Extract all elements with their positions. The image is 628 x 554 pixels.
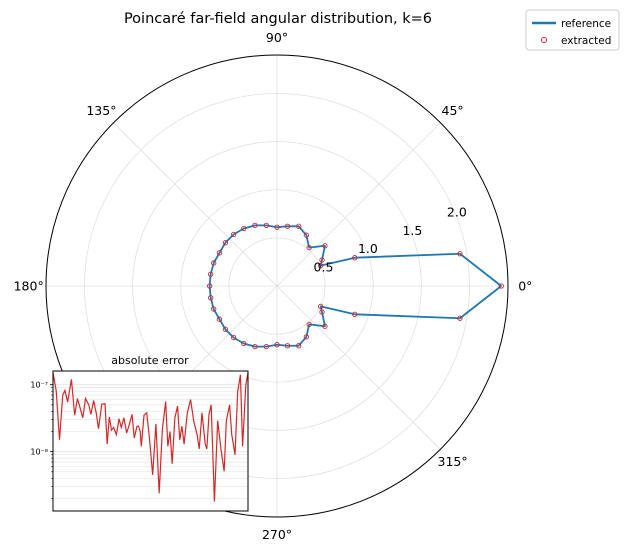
theta-tick-label: 180° — [14, 279, 44, 294]
series-extracted-point — [284, 343, 291, 349]
r-tick-label: 0.5 — [314, 260, 334, 275]
series-extracted-point — [303, 334, 310, 340]
inset-y-ticks: 10⁻⁷ 10⁻⁸ — [30, 381, 53, 499]
inset-title: absolute error — [111, 354, 189, 367]
theta-tick-label: 45° — [442, 103, 464, 118]
series-extracted-point — [263, 222, 269, 228]
series-extracted-point — [457, 315, 463, 321]
series-extracted-point — [319, 309, 325, 315]
series-extracted-point — [322, 323, 328, 329]
series-extracted-point — [206, 283, 213, 289]
inset-background — [53, 371, 248, 511]
inset-y-tick-label: 10⁻⁸ — [30, 448, 48, 457]
series-extracted-point — [303, 232, 310, 238]
series-extracted-point — [498, 283, 504, 289]
polar-series — [206, 222, 504, 350]
series-extracted-point — [319, 257, 325, 263]
series-extracted-point — [222, 240, 229, 246]
series-extracted-point — [263, 344, 269, 350]
series-extracted-point — [231, 334, 237, 341]
series-extracted-point — [296, 343, 302, 349]
series-extracted-point — [317, 263, 324, 269]
series-extracted-point — [306, 321, 312, 327]
series-extracted-point — [352, 311, 358, 317]
series-extracted-point — [241, 340, 247, 347]
series-extracted-point — [222, 326, 229, 332]
legend: reference extracted — [525, 9, 620, 51]
series-extracted-point — [352, 255, 358, 261]
series-extracted-point — [296, 223, 302, 229]
theta-tick-label: 315° — [438, 454, 468, 469]
polar-ring — [84, 93, 470, 479]
series-extracted-point — [322, 243, 328, 249]
legend-reference-label: reference — [561, 18, 611, 30]
polar-r-labels: 0.5 1.0 1.5 2.0 — [314, 204, 467, 274]
series-extracted-point — [306, 245, 312, 251]
theta-tick-label: 0° — [518, 279, 532, 294]
series-extracted-point — [284, 223, 291, 229]
series-extracted-point — [317, 303, 324, 309]
theta-tick-label: 135° — [86, 103, 116, 118]
series-extracted-point — [252, 343, 258, 350]
legend-extracted-label: extracted — [561, 35, 611, 47]
series-extracted-point — [211, 260, 217, 266]
inset-error-line — [52, 372, 249, 502]
r-tick-label: 1.0 — [358, 241, 378, 256]
inset-frame — [52, 370, 249, 512]
series-extracted-point — [207, 295, 214, 301]
series-extracted-point — [274, 224, 280, 230]
polar-ring — [228, 237, 326, 335]
inset-error-plot: absolute error 10⁻⁷ 10⁻⁸ — [30, 354, 249, 512]
polar-frame — [45, 54, 509, 518]
r-tick-label: 2.0 — [447, 204, 467, 219]
chart-title: Poincaré far-field angular distribution,… — [124, 11, 432, 27]
series-extracted-point — [211, 306, 217, 312]
polar-ring — [132, 141, 422, 431]
series-extracted-point — [207, 271, 214, 277]
r-tick-label: 1.5 — [402, 223, 422, 238]
inset-y-tick-label: 10⁻⁷ — [30, 381, 48, 390]
theta-tick-label: 270° — [262, 527, 292, 542]
series-reference-line — [208, 224, 502, 348]
series-extracted-point — [274, 342, 280, 348]
series-extracted-point — [457, 251, 463, 257]
series-extracted-point — [216, 250, 223, 256]
theta-tick-label: 90° — [266, 30, 288, 45]
series-extracted-point — [216, 316, 223, 322]
legend-extracted-swatch — [541, 37, 547, 43]
series-extracted-point — [241, 225, 247, 232]
series-extracted-point — [252, 222, 258, 229]
polar-ring — [180, 189, 374, 383]
legend-frame — [525, 9, 620, 51]
series-extracted-point — [231, 231, 237, 238]
